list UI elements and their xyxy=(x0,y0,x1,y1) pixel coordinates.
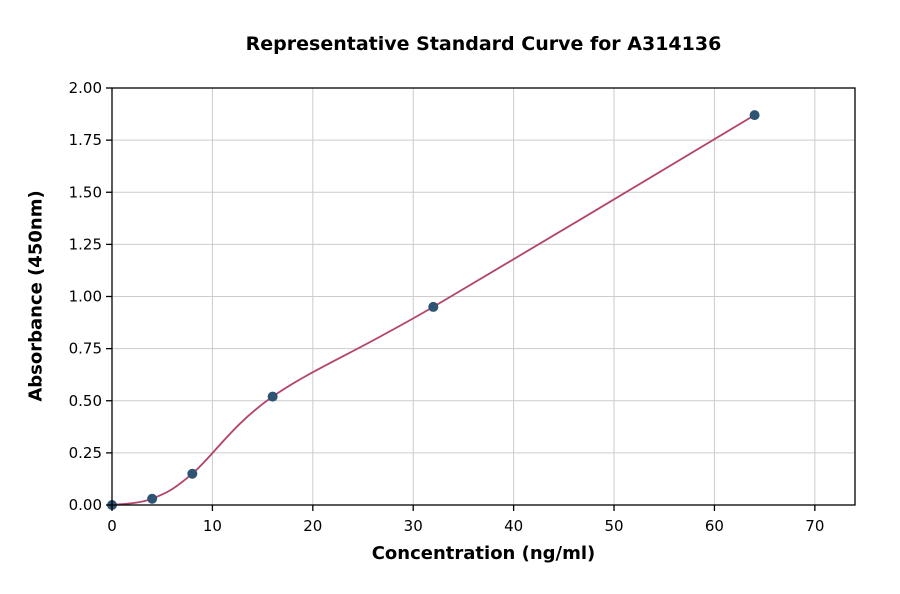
x-tick-label: 30 xyxy=(404,517,423,535)
data-point xyxy=(147,493,158,504)
y-tick-label: 2.00 xyxy=(69,79,102,97)
chart-title: Representative Standard Curve for A31413… xyxy=(245,33,722,55)
x-tick-label: 10 xyxy=(203,517,222,535)
data-point xyxy=(749,110,760,121)
x-tick-label: 0 xyxy=(107,517,117,535)
x-axis-label: Concentration (ng/ml) xyxy=(371,543,596,564)
y-tick-label: 1.00 xyxy=(69,288,102,306)
y-tick-label: 0.00 xyxy=(69,496,102,514)
x-tick-label: 70 xyxy=(805,517,824,535)
data-point xyxy=(267,391,278,402)
x-tick-label: 50 xyxy=(604,517,623,535)
data-point xyxy=(428,301,439,312)
y-tick-label: 1.50 xyxy=(69,183,102,201)
x-tick-label: 20 xyxy=(303,517,322,535)
y-tick-label: 0.75 xyxy=(69,340,102,358)
data-point xyxy=(187,468,198,479)
y-tick-label: 0.25 xyxy=(69,444,102,462)
x-tick-label: 60 xyxy=(705,517,724,535)
x-tick-label: 40 xyxy=(504,517,523,535)
y-tick-label: 1.75 xyxy=(69,131,102,149)
y-tick-label: 0.50 xyxy=(69,392,102,410)
y-tick-label: 1.25 xyxy=(69,235,102,253)
